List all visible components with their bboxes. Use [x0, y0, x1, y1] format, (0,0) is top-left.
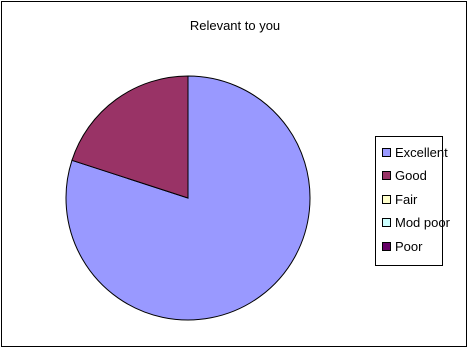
legend: Excellent Good Fair Mod poor Poor [375, 136, 450, 266]
legend-swatch-mod-poor [382, 218, 391, 227]
legend-label-fair: Fair [395, 191, 418, 207]
legend-label-good: Good [395, 168, 427, 183]
chart-title: Relevant to you [189, 18, 281, 33]
legend-swatch-excellent [382, 147, 391, 157]
legend-swatch-good [382, 171, 391, 180]
legend-item-good: Good [382, 167, 427, 185]
legend-item-poor: Poor [382, 237, 422, 255]
legend-label-mod-poor: Mod poor [395, 215, 450, 230]
legend-item-fair: Fair [382, 190, 417, 208]
legend-swatch-poor [382, 241, 391, 251]
legend-label-poor: Poor [395, 238, 423, 254]
legend-item-mod-poor: Mod poor [382, 214, 450, 232]
legend-label-excellent: Excellent [395, 144, 448, 160]
legend-swatch-fair [382, 194, 391, 204]
pie-slice-good [71, 75, 189, 199]
legend-item-excellent: Excellent [382, 143, 448, 161]
